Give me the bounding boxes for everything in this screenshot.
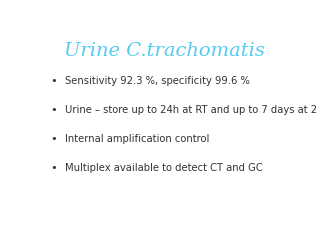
Text: •: • [50,105,57,115]
Text: •: • [50,134,57,144]
Text: •: • [50,163,57,173]
Text: Multiplex available to detect CT and GC: Multiplex available to detect CT and GC [65,163,262,173]
Text: Urine C.trachomatis: Urine C.trachomatis [64,42,264,60]
Text: Urine – store up to 24h at RT and up to 7 days at 2 - 8˚ C: Urine – store up to 24h at RT and up to … [65,104,320,115]
Text: •: • [50,76,57,85]
Text: Internal amplification control: Internal amplification control [65,134,209,144]
Text: Sensitivity 92.3 %, specificity 99.6 %: Sensitivity 92.3 %, specificity 99.6 % [65,76,250,85]
